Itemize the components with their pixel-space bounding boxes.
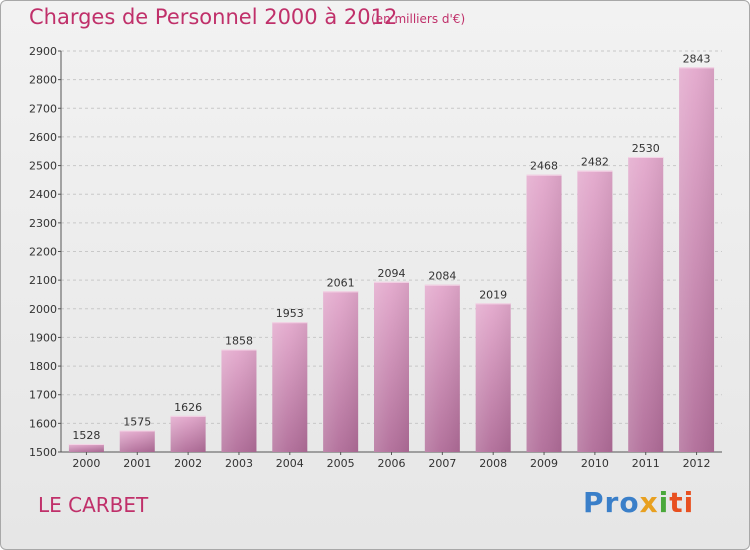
value-label: 2843 [683, 52, 711, 65]
proxiti-logo: Proxiti [583, 486, 695, 519]
x-tick-label: 2004 [276, 457, 304, 470]
x-tick-label: 2012 [683, 457, 711, 470]
bar-shine [68, 443, 104, 452]
x-tick-label: 2006 [378, 457, 406, 470]
value-label: 1575 [123, 416, 151, 429]
x-tick-label: 2010 [581, 457, 609, 470]
commune-name: LE CARBET [38, 493, 149, 517]
y-tick-label: 2600 [29, 131, 57, 144]
value-label: 2530 [632, 142, 660, 155]
y-tick-label: 1900 [29, 331, 57, 344]
x-tick-label: 2007 [428, 457, 456, 470]
value-label: 1953 [276, 307, 304, 320]
y-tick-label: 1600 [29, 417, 57, 430]
chart-subtitle: (en milliers d'€) [371, 12, 466, 26]
value-label: 2094 [378, 267, 406, 280]
bar-shine [170, 415, 206, 452]
value-label: 2019 [479, 288, 507, 301]
y-tick-label: 2800 [29, 74, 57, 87]
chart-title: Charges de Personnel 2000 à 2012 [29, 5, 398, 29]
y-tick-label: 1700 [29, 389, 57, 402]
bar-shine [475, 303, 511, 452]
x-tick-label: 2001 [123, 457, 151, 470]
x-tick-label: 2002 [174, 457, 202, 470]
y-tick-label: 2200 [29, 246, 57, 259]
value-label: 2468 [530, 160, 558, 173]
bar-shine [374, 281, 409, 452]
value-label: 2482 [581, 156, 609, 169]
bar-shine [577, 170, 613, 452]
value-label: 1626 [174, 401, 202, 414]
y-tick-label: 1500 [29, 446, 57, 459]
x-tick-label: 2003 [225, 457, 253, 470]
value-label: 2061 [327, 276, 355, 289]
bar-shine [679, 67, 715, 453]
value-label: 1858 [225, 334, 253, 347]
y-tick-label: 2100 [29, 274, 57, 287]
value-label: 1528 [72, 429, 100, 442]
x-tick-label: 2005 [327, 457, 355, 470]
x-tick-label: 2009 [530, 457, 558, 470]
y-tick-label: 2700 [29, 102, 57, 115]
bar-shine [272, 322, 308, 452]
bar-shine [221, 349, 257, 452]
bar-shine [628, 156, 664, 452]
bar-shine [424, 284, 460, 452]
x-tick-label: 2008 [479, 457, 507, 470]
value-label: 2084 [428, 270, 456, 283]
y-tick-label: 2300 [29, 217, 57, 230]
bar-shine [526, 174, 562, 453]
bar-shine [119, 430, 155, 452]
x-tick-label: 2000 [72, 457, 100, 470]
y-tick-label: 2000 [29, 303, 57, 316]
y-tick-label: 1800 [29, 360, 57, 373]
y-tick-label: 2500 [29, 160, 57, 173]
bar-shine [323, 291, 359, 452]
y-tick-label: 2400 [29, 188, 57, 201]
y-tick-label: 2900 [29, 45, 57, 58]
x-tick-label: 2011 [632, 457, 660, 470]
